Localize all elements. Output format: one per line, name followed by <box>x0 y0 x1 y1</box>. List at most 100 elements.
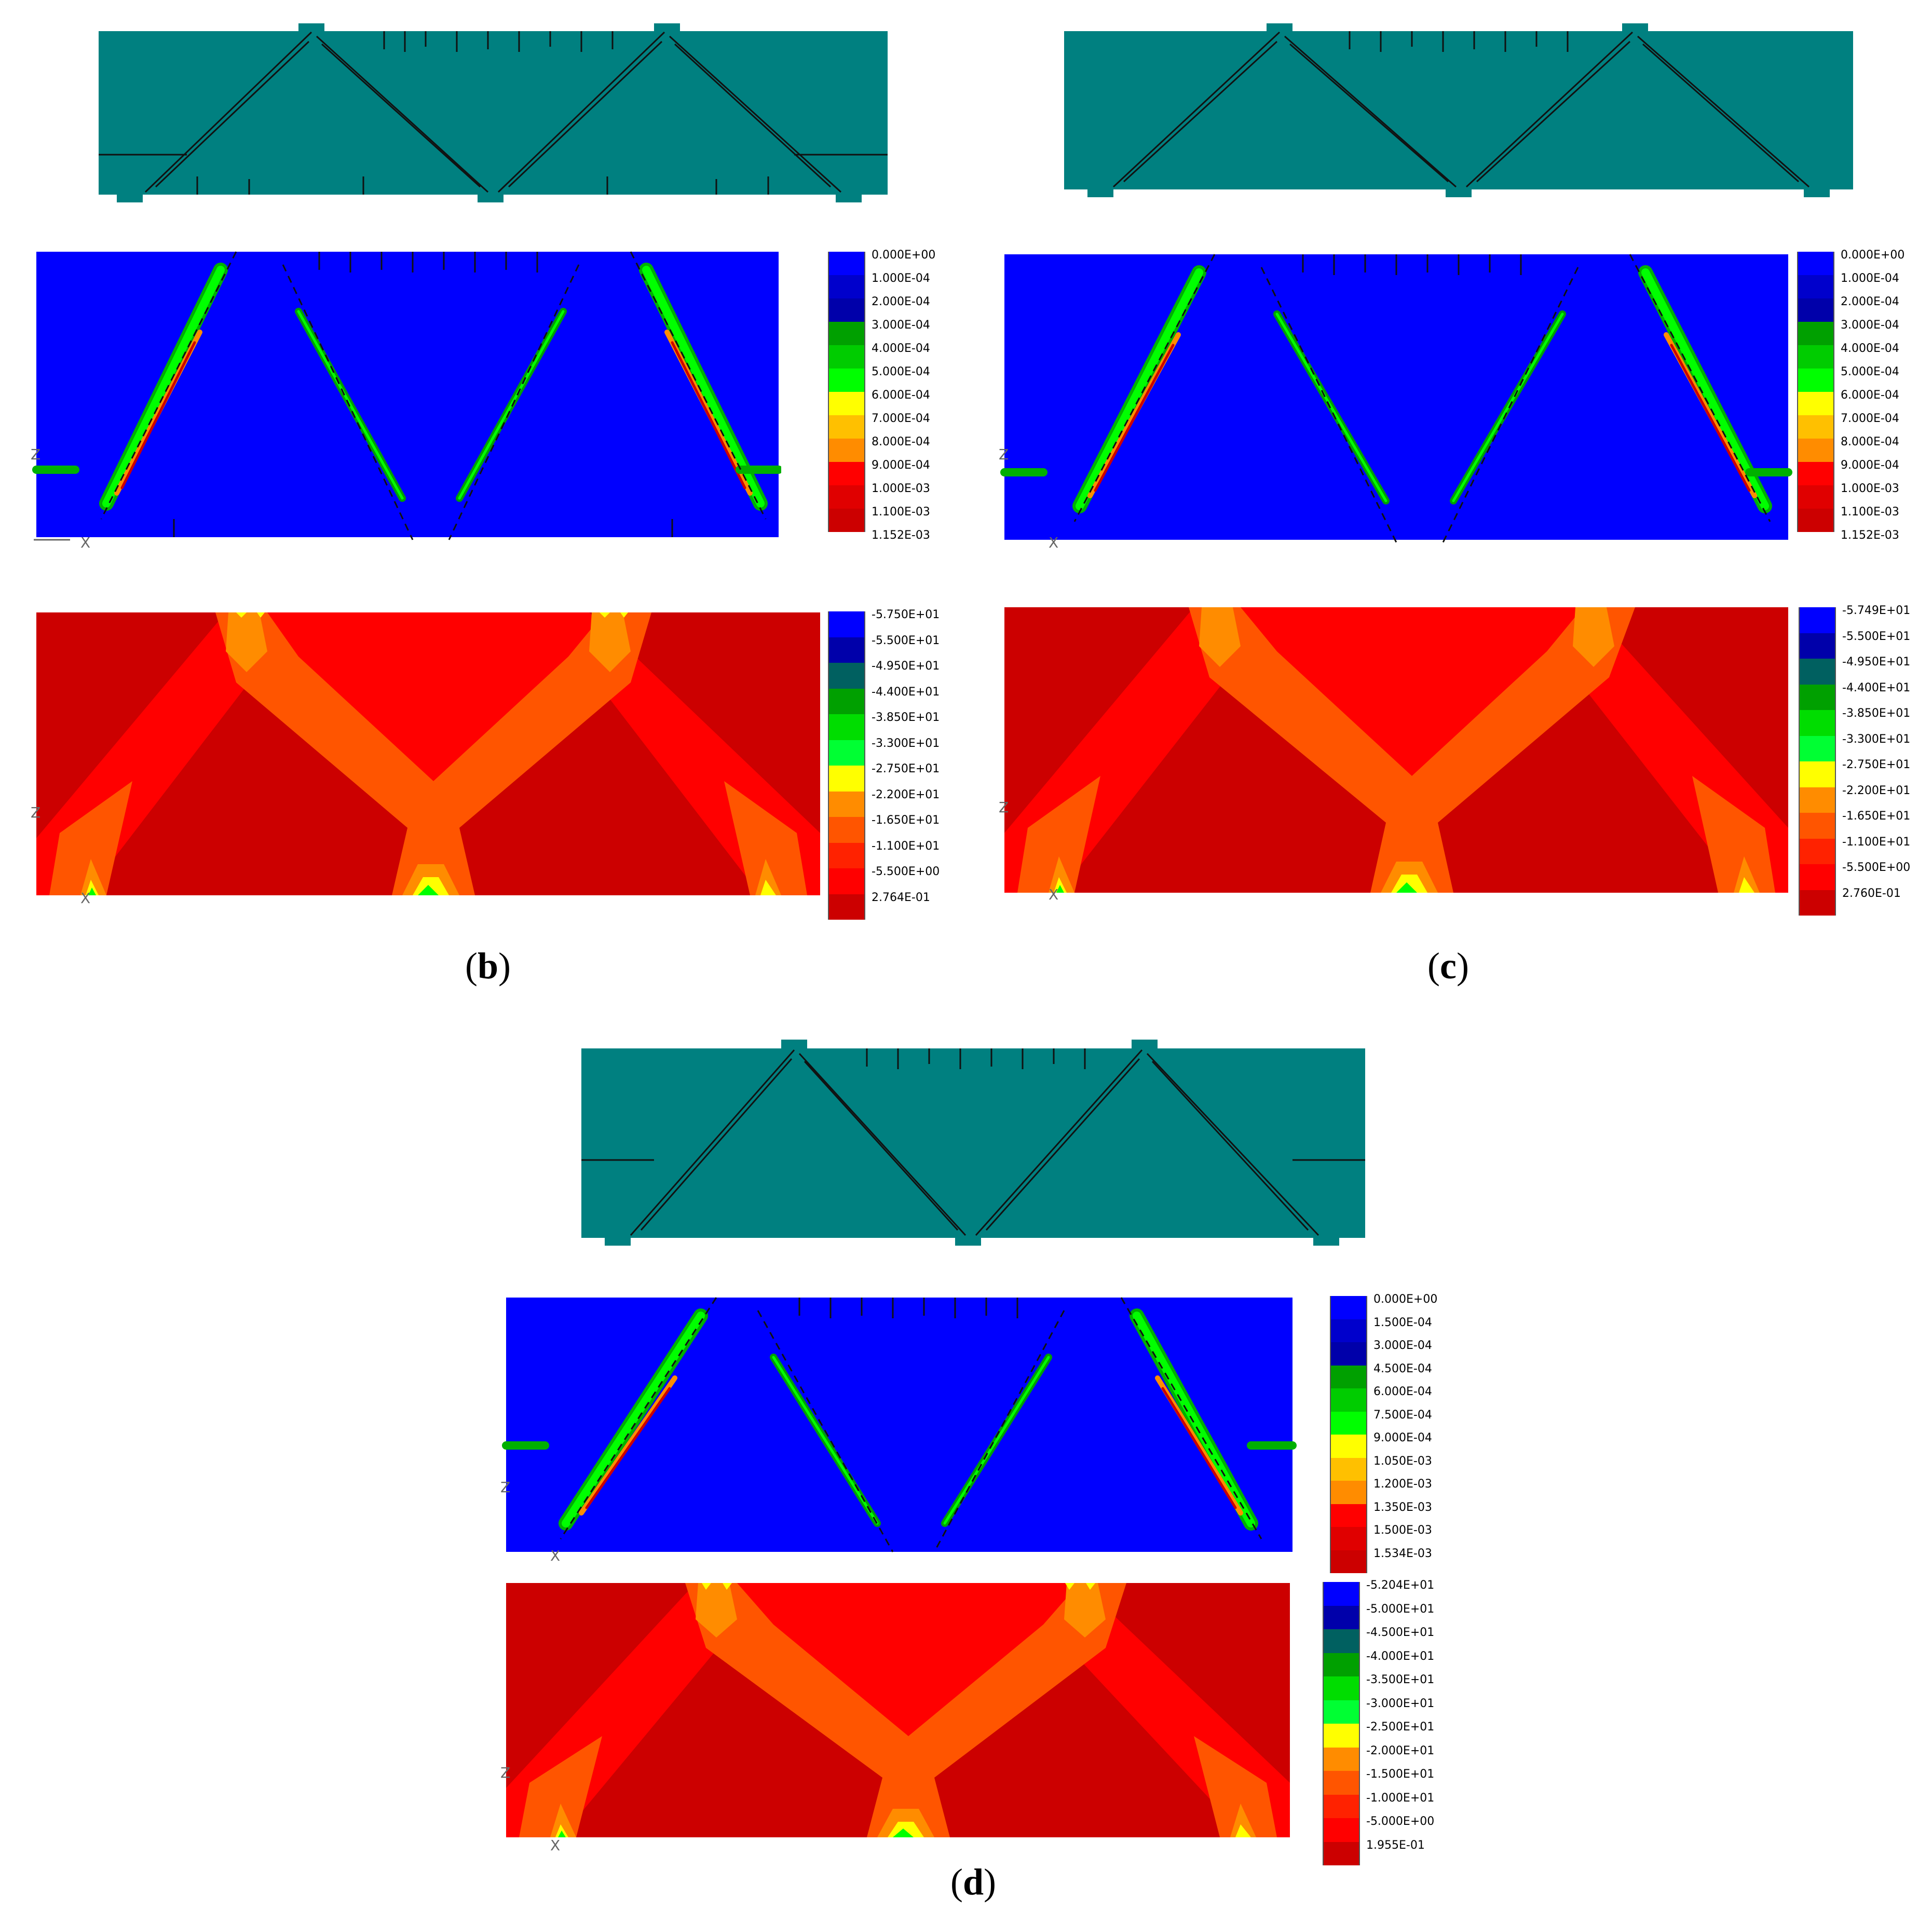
legend-label: -5.500E+00 <box>1842 861 1911 874</box>
legend-swatch <box>828 322 865 345</box>
legend-swatch <box>1799 684 1836 710</box>
legend-swatch <box>1799 761 1836 787</box>
legend-label: 7.000E-04 <box>1841 412 1899 425</box>
legend-swatch <box>1330 1457 1367 1481</box>
x-axis-label-stress-c: X <box>1049 886 1058 900</box>
legend-swatch <box>1797 509 1834 532</box>
strain-contour-d: Z X <box>500 1297 1297 1562</box>
legend-swatch <box>828 611 865 637</box>
legend-label: 3.000E-04 <box>1373 1339 1432 1352</box>
legend-swatch <box>1797 369 1834 392</box>
legend-label: 2.000E-04 <box>872 295 930 308</box>
stress-contour-c: Z X <box>999 607 1788 900</box>
legend-swatch <box>828 298 865 322</box>
legend-swatch <box>1797 462 1834 485</box>
panel-label-c: (c) <box>1427 945 1469 987</box>
crack-pattern-beam-b <box>99 23 888 202</box>
legend-label: 1.350E-03 <box>1373 1500 1432 1514</box>
legend-label: -1.500E+01 <box>1366 1768 1435 1781</box>
legend-label: 1.200E-03 <box>1373 1478 1432 1491</box>
x-axis-label-stress-b: X <box>80 890 90 906</box>
stress-contour-b: Z X <box>31 612 820 906</box>
legend-label: -1.100E+01 <box>1842 835 1911 849</box>
legend-label: 8.000E-04 <box>1841 435 1899 448</box>
legend-swatch <box>828 817 865 843</box>
legend-label: -3.850E+01 <box>1842 707 1911 720</box>
legend-label: -5.750E+01 <box>872 608 940 621</box>
legend-label: 1.000E-04 <box>1841 272 1899 285</box>
legend-label: -2.750E+01 <box>1842 758 1911 771</box>
legend-label: -1.650E+01 <box>872 814 940 827</box>
legend-swatch <box>1799 838 1836 864</box>
legend-label: -4.500E+01 <box>1366 1626 1435 1639</box>
legend-label: 1.500E-04 <box>1373 1316 1432 1329</box>
legend-swatch <box>1797 439 1834 462</box>
legend-label: 1.500E-03 <box>1373 1524 1432 1537</box>
legend-swatch <box>1797 252 1834 275</box>
legend-label: -5.500E+01 <box>872 634 940 647</box>
x-axis-label-strain-b: X <box>80 534 90 550</box>
legend-swatch <box>1799 890 1836 916</box>
legend-label: -2.500E+01 <box>1366 1721 1435 1734</box>
legend-label: -3.300E+01 <box>1842 732 1911 746</box>
legend-label: 1.050E-03 <box>1373 1454 1432 1468</box>
legend-label: -2.200E+01 <box>872 788 940 801</box>
legend-label: -5.204E+01 <box>1366 1579 1435 1592</box>
legend-label: -4.000E+01 <box>1366 1649 1435 1663</box>
x-axis-label-stress-d: X <box>550 1837 560 1853</box>
legend-label: 6.000E-04 <box>1373 1385 1432 1398</box>
legend-label: 1.000E-04 <box>872 272 930 285</box>
legend-label: 2.760E-01 <box>1842 886 1901 900</box>
legend-swatch <box>1323 1747 1360 1771</box>
legend-label: 1.152E-03 <box>872 529 930 542</box>
legend-label: 1.534E-03 <box>1373 1547 1432 1560</box>
legend-swatch <box>1330 1342 1367 1366</box>
legend-label: -4.950E+01 <box>1842 656 1911 668</box>
legend-swatch <box>1799 787 1836 813</box>
x-axis-label-strain-d: X <box>550 1547 560 1562</box>
legend-label: 5.000E-04 <box>872 365 930 378</box>
legend-label: 1.955E-01 <box>1366 1838 1425 1852</box>
legend-swatch <box>828 252 865 275</box>
legend-swatch <box>828 509 865 532</box>
legend-swatch <box>1330 1435 1367 1458</box>
legend-swatch <box>828 439 865 462</box>
legend-label: -3.000E+01 <box>1366 1697 1435 1710</box>
legend-label: 4.000E-04 <box>1841 342 1899 355</box>
legend-label: 1.152E-03 <box>1841 529 1899 542</box>
x-axis-label-strain-c: X <box>1049 534 1058 551</box>
legend-swatch <box>828 369 865 392</box>
legend-label: 1.100E-03 <box>872 506 930 518</box>
legend-label: -4.950E+01 <box>872 660 940 673</box>
legend-swatch <box>828 714 865 740</box>
legend-swatch <box>828 485 865 509</box>
legend-label: 9.000E-04 <box>1373 1431 1432 1444</box>
legend-label: -1.650E+01 <box>1842 810 1911 823</box>
panel-label-b: (b) <box>465 945 511 987</box>
legend-label: 9.000E-04 <box>872 459 930 472</box>
legend-label: 1.100E-03 <box>1841 506 1899 518</box>
legend-swatch <box>1330 1550 1367 1573</box>
z-axis-label-stress-d: Z <box>500 1764 510 1781</box>
z-axis-label-strain-c: Z <box>999 446 1009 463</box>
legend-swatch <box>1330 1527 1367 1550</box>
legend-label: 2.764E-01 <box>872 891 930 904</box>
legend-label: 0.000E+00 <box>1841 249 1905 262</box>
legend-swatch <box>1797 392 1834 415</box>
legend-swatch <box>1330 1365 1367 1388</box>
crack-pattern-beam-d <box>581 1040 1365 1246</box>
legend-swatch <box>1797 415 1834 439</box>
legend-swatch <box>828 462 865 485</box>
legend-swatch <box>828 275 865 298</box>
legend-swatch <box>1323 1582 1360 1606</box>
strain-contour-c: Z X <box>999 254 1792 551</box>
legend-swatch <box>1330 1481 1367 1504</box>
legend-label: 9.000E-04 <box>1841 459 1899 472</box>
legend-swatch <box>1799 607 1836 633</box>
legend-swatch <box>1330 1411 1367 1435</box>
legend-swatch <box>1323 1653 1360 1676</box>
legend-label: 6.000E-04 <box>872 389 930 402</box>
legend-label: -2.200E+01 <box>1842 784 1911 797</box>
legend-label: -5.500E+01 <box>1842 630 1911 643</box>
legend-swatch <box>1330 1319 1367 1342</box>
